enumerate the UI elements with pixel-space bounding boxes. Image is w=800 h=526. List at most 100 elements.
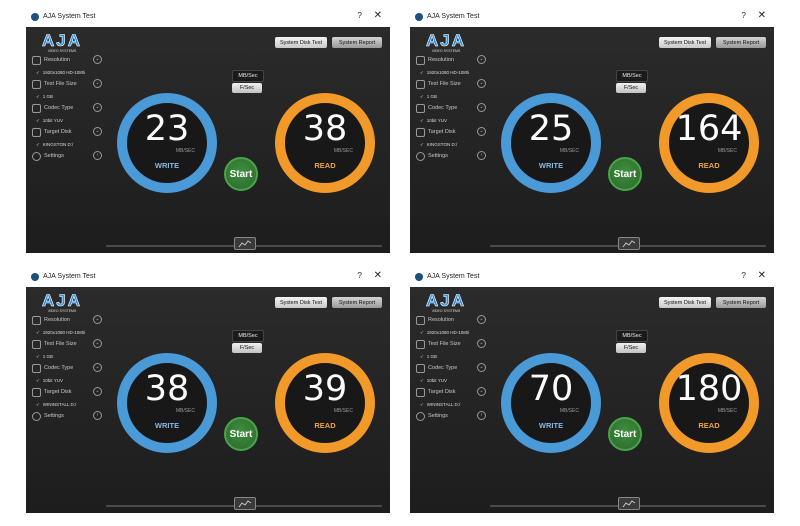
sidebar-label: Resolution (428, 57, 454, 63)
sidebar-item-codec-type[interactable]: Codec Type ⌄ (416, 363, 486, 375)
chevron-down-icon[interactable]: ⌄ (93, 315, 102, 324)
chevron-down-icon[interactable]: ⌄ (477, 79, 486, 88)
start-button[interactable]: Start (224, 417, 258, 451)
help-button[interactable]: ? (357, 11, 362, 20)
frames-per-sec-button[interactable]: F/Sec (616, 83, 646, 93)
chevron-down-icon[interactable]: ⌄ (477, 315, 486, 324)
sidebar-item-test-file-size[interactable]: Test File Size ⌄ (32, 339, 102, 351)
chevron-down-icon[interactable]: ⌄ (93, 127, 102, 136)
chevron-down-icon[interactable]: ⌄ (93, 387, 102, 396)
system-report-button[interactable]: System Report (716, 37, 766, 48)
mb-per-sec-button[interactable]: MB/Sec (616, 330, 648, 342)
write-gauge: 70 MB/SEC WRITE (501, 353, 601, 453)
read-label: READ (314, 421, 336, 430)
sidebar-item-settings[interactable]: Settings › (416, 151, 486, 163)
system-report-button[interactable]: System Report (332, 297, 382, 308)
close-button[interactable]: ✕ (373, 10, 382, 21)
chevron-down-icon[interactable]: ⌄ (93, 103, 102, 112)
chevron-right-icon[interactable]: › (93, 151, 102, 160)
file-size-value: ✓ 1 GB (32, 351, 102, 363)
check-icon: ✓ (36, 378, 40, 383)
help-button[interactable]: ? (741, 11, 746, 20)
sidebar-item-target-disk[interactable]: Target Disk ⌄ (416, 387, 486, 399)
chevron-down-icon[interactable]: ⌄ (93, 79, 102, 88)
line-graph-icon (622, 500, 636, 508)
sidebar-item-settings[interactable]: Settings › (32, 151, 102, 163)
app-icon (31, 13, 39, 21)
system-disk-test-button[interactable]: System Disk Test (659, 297, 711, 308)
sidebar-item-resolution[interactable]: Resolution ⌄ (32, 315, 102, 327)
aja-logo: AJA VIDEO SYSTEMS (42, 31, 81, 53)
graph-toggle-button[interactable] (618, 237, 640, 250)
mb-per-sec-button[interactable]: MB/Sec (616, 70, 648, 82)
chevron-down-icon[interactable]: ⌄ (477, 127, 486, 136)
aja-window-1: AJA System Test ? ✕ AJA VIDEO SYSTEMS Sy… (26, 7, 390, 253)
sidebar-item-resolution[interactable]: Resolution ⌄ (32, 55, 102, 67)
sidebar-item-target-disk[interactable]: Target Disk ⌄ (32, 387, 102, 399)
codec-value: ✓ 10bit YUV (32, 375, 102, 387)
sidebar-value: WININSTALL D:/ (426, 402, 461, 407)
chevron-down-icon[interactable]: ⌄ (93, 339, 102, 348)
sidebar-item-test-file-size[interactable]: Test File Size ⌄ (416, 339, 486, 351)
chevron-down-icon[interactable]: ⌄ (477, 387, 486, 396)
sidebar-item-codec-type[interactable]: Codec Type ⌄ (416, 103, 486, 115)
help-button[interactable]: ? (741, 271, 746, 280)
sidebar-item-test-file-size[interactable]: Test File Size ⌄ (32, 79, 102, 91)
sidebar-item-target-disk[interactable]: Target Disk ⌄ (416, 127, 486, 139)
mb-per-sec-button[interactable]: MB/Sec (232, 330, 264, 342)
write-label: WRITE (154, 161, 180, 170)
resolution-value: ✓ 1920x1080 HD-1080i (32, 67, 102, 79)
sidebar-item-settings[interactable]: Settings › (416, 411, 486, 423)
graph-toggle-button[interactable] (618, 497, 640, 510)
sidebar-value: KINGSTON D:/ (42, 142, 74, 147)
close-button[interactable]: ✕ (757, 10, 766, 21)
frames-per-sec-button[interactable]: F/Sec (232, 343, 262, 353)
chevron-down-icon[interactable]: ⌄ (93, 363, 102, 372)
chevron-down-icon[interactable]: ⌄ (477, 103, 486, 112)
sidebar-label: Settings (428, 153, 448, 159)
graph-toggle-button[interactable] (234, 497, 256, 510)
mb-per-sec-button[interactable]: MB/Sec (232, 70, 264, 82)
file-size-value: ✓ 1 GB (416, 351, 486, 363)
system-report-button[interactable]: System Report (332, 37, 382, 48)
chevron-down-icon[interactable]: ⌄ (477, 55, 486, 64)
read-unit: MB/SEC (333, 408, 353, 414)
sidebar-item-target-disk[interactable]: Target Disk ⌄ (32, 127, 102, 139)
sidebar-item-test-file-size[interactable]: Test File Size ⌄ (416, 79, 486, 91)
chevron-down-icon[interactable]: ⌄ (477, 339, 486, 348)
write-label: WRITE (538, 161, 564, 170)
start-button[interactable]: Start (608, 157, 642, 191)
system-report-button[interactable]: System Report (716, 297, 766, 308)
system-disk-test-button[interactable]: System Disk Test (275, 37, 327, 48)
frames-per-sec-button[interactable]: F/Sec (232, 83, 262, 93)
sidebar-item-codec-type[interactable]: Codec Type ⌄ (32, 363, 102, 375)
system-disk-test-button[interactable]: System Disk Test (659, 37, 711, 48)
graph-toggle-button[interactable] (234, 237, 256, 250)
chevron-down-icon[interactable]: ⌄ (93, 55, 102, 64)
logo-wordmark: AJA (426, 291, 466, 310)
help-button[interactable]: ? (357, 271, 362, 280)
chevron-down-icon[interactable]: ⌄ (477, 363, 486, 372)
write-gauge: 38 MB/SEC WRITE (117, 353, 217, 453)
app-icon (415, 13, 423, 21)
system-disk-test-button[interactable]: System Disk Test (275, 297, 327, 308)
sidebar-item-resolution[interactable]: Resolution ⌄ (416, 315, 486, 327)
app-content: AJA VIDEO SYSTEMS System Disk Test Syste… (26, 27, 390, 253)
chevron-right-icon[interactable]: › (477, 151, 486, 160)
start-button[interactable]: Start (224, 157, 258, 191)
close-button[interactable]: ✕ (757, 270, 766, 281)
check-icon: ✓ (36, 70, 40, 75)
resolution-value: ✓ 1920x1080 HD-1080i (32, 327, 102, 339)
chevron-right-icon[interactable]: › (93, 411, 102, 420)
close-button[interactable]: ✕ (373, 270, 382, 281)
check-icon: ✓ (420, 354, 424, 359)
start-button[interactable]: Start (608, 417, 642, 451)
sidebar-label: Test File Size (44, 341, 77, 347)
sidebar-item-codec-type[interactable]: Codec Type ⌄ (32, 103, 102, 115)
read-gauge: 164 MB/SEC READ (659, 93, 759, 193)
sidebar-item-settings[interactable]: Settings › (32, 411, 102, 423)
frames-per-sec-button[interactable]: F/Sec (616, 343, 646, 353)
sidebar-item-resolution[interactable]: Resolution ⌄ (416, 55, 486, 67)
disk-icon (32, 128, 41, 137)
chevron-right-icon[interactable]: › (477, 411, 486, 420)
